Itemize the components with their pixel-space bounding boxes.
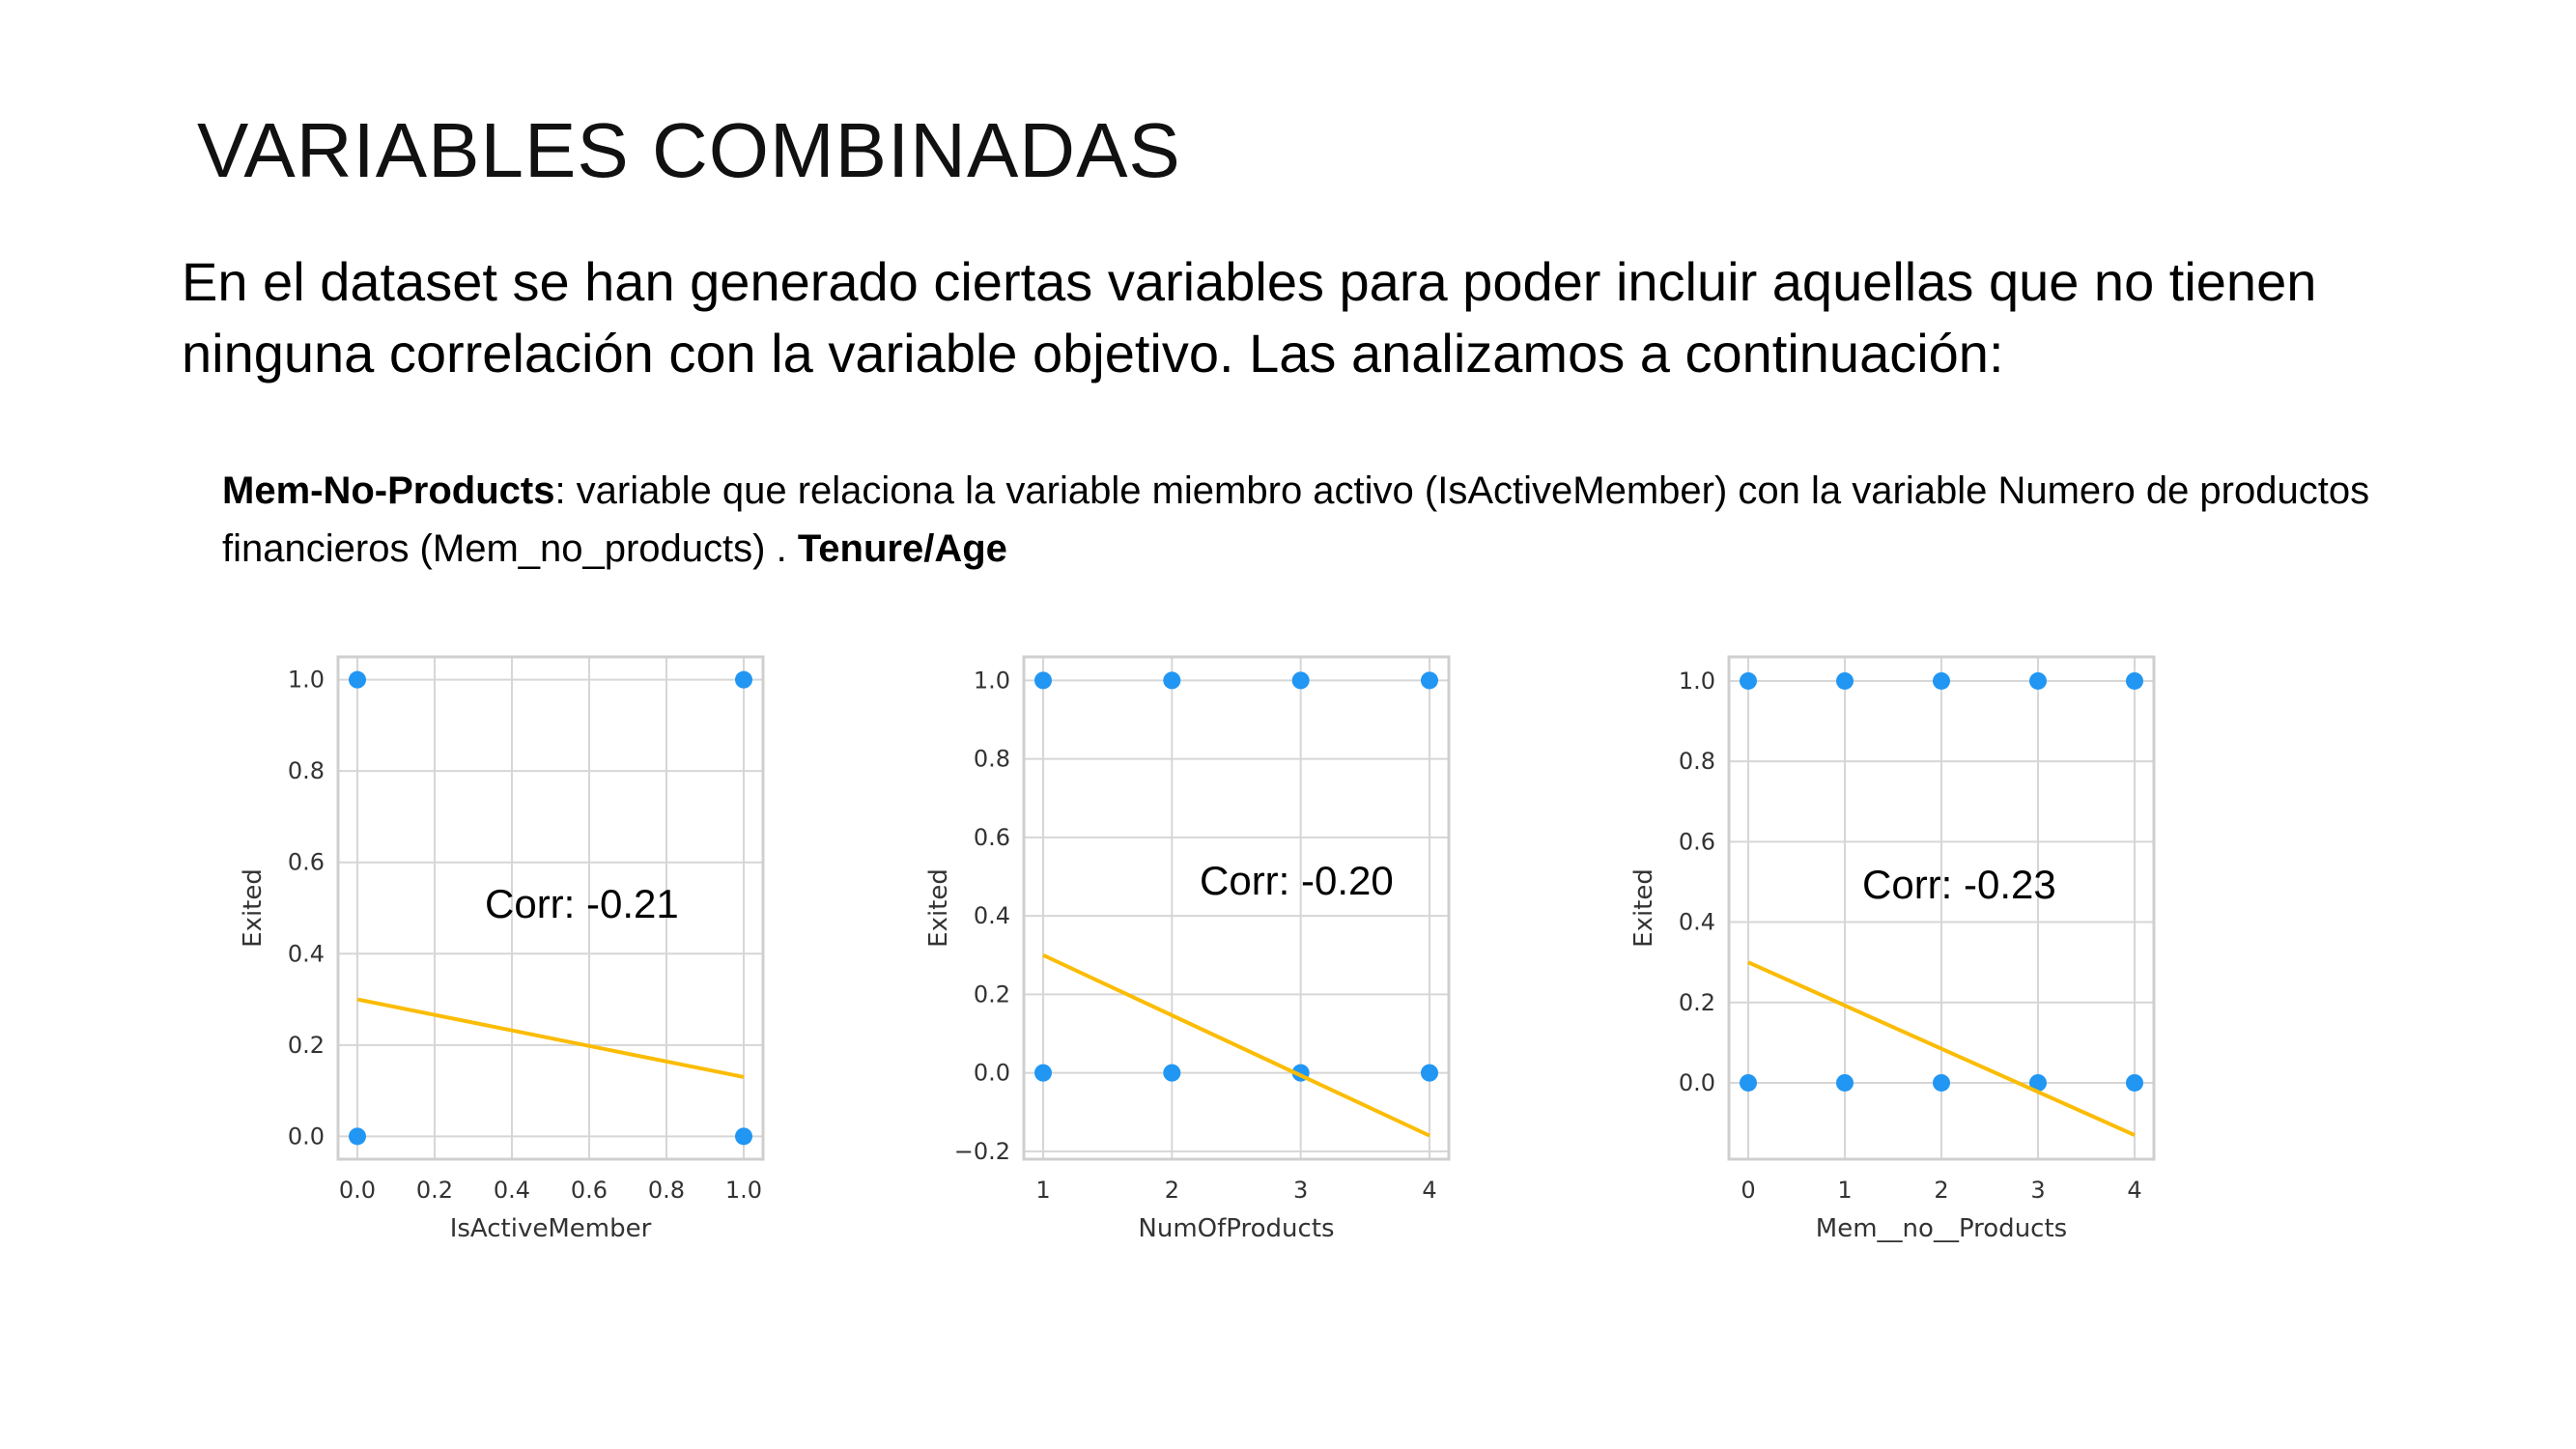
desc-text: : variable que relaciona la variable mie… bbox=[222, 469, 2370, 570]
data-point bbox=[349, 670, 366, 689]
x-tick-label: 0.0 bbox=[339, 1177, 376, 1204]
plot-background bbox=[338, 657, 763, 1159]
data-point bbox=[735, 670, 752, 689]
y-tick-label: 0.0 bbox=[974, 1060, 1010, 1087]
y-tick-label: 0.0 bbox=[288, 1122, 325, 1150]
description: Mem-No-Products: variable que relaciona … bbox=[222, 462, 2444, 578]
y-axis-label: Exited bbox=[1629, 868, 1658, 948]
desc-term-2: Tenure/Age bbox=[797, 527, 1007, 570]
plot-background bbox=[1024, 657, 1449, 1159]
y-tick-label: 1.0 bbox=[974, 667, 1010, 694]
y-tick-label: 0.0 bbox=[1679, 1069, 1715, 1096]
data-point bbox=[1933, 1073, 1950, 1092]
data-point bbox=[1933, 671, 1950, 690]
x-tick-label: 0.4 bbox=[494, 1177, 530, 1204]
y-tick-label: 1.0 bbox=[288, 667, 325, 694]
chart-numofproducts: 1 2 3 4 −0.2 0.0 0.2 0.4 0.6 0.8 1.0 NumOfProducts E… bbox=[918, 638, 1478, 1265]
x-tick-label: 1.0 bbox=[725, 1177, 762, 1204]
x-axis-label: IsActiveMember bbox=[450, 1214, 652, 1243]
x-tick-label: 3 bbox=[1293, 1177, 1308, 1204]
data-point bbox=[1740, 1073, 1757, 1092]
plot-frame bbox=[1727, 655, 2156, 1161]
chart-mem-no-products: 0 1 2 3 4 0.0 0.2 0.4 0.6 0.8 1.0 Mem__no__Products… bbox=[1623, 638, 2183, 1265]
y-tick-label: 0.8 bbox=[974, 746, 1010, 773]
y-tick-label: 0.2 bbox=[974, 980, 1010, 1008]
fit-line bbox=[1042, 952, 1430, 1138]
y-tick-label: 0.8 bbox=[1679, 748, 1715, 775]
data-point bbox=[1163, 1064, 1181, 1082]
y-axis-label: Exited bbox=[239, 868, 268, 948]
chart-isactivemember: 0.0 0.2 0.4 0.6 0.8 1.0 0.0 0.2 0.4 0.6 0.8 1.0 IsAc… bbox=[232, 638, 792, 1265]
y-tick-label: 0.2 bbox=[288, 1032, 325, 1059]
x-tick-label: 1 bbox=[1837, 1177, 1852, 1204]
x-tick-label: 4 bbox=[1422, 1177, 1436, 1204]
fit-line bbox=[1747, 960, 2136, 1137]
data-point bbox=[2126, 1073, 2143, 1092]
intro-text: En el dataset se han generado ciertas va… bbox=[182, 251, 2317, 384]
y-tick-label: 1.0 bbox=[1679, 668, 1715, 695]
y-tick-label: 0.4 bbox=[974, 902, 1010, 929]
data-point bbox=[349, 1127, 366, 1146]
x-tick-label: 1 bbox=[1035, 1177, 1050, 1204]
corr-annotation-3: Corr: -0.23 bbox=[1862, 862, 2056, 907]
data-point bbox=[735, 1127, 752, 1146]
y-tick-label: 0.2 bbox=[1679, 989, 1715, 1016]
data-point bbox=[2029, 1073, 2047, 1092]
plot-frame bbox=[336, 655, 765, 1161]
data-point bbox=[2029, 671, 2047, 690]
plot-frame bbox=[1022, 655, 1451, 1161]
x-tick-label: 2 bbox=[1165, 1177, 1179, 1204]
x-tick-label: 4 bbox=[2127, 1177, 2141, 1204]
x-tick-label: 3 bbox=[2030, 1177, 2045, 1204]
corr-annotation-1: Corr: -0.21 bbox=[485, 881, 679, 926]
scatter-plot-1: 0.0 0.2 0.4 0.6 0.8 1.0 0.0 0.2 0.4 0.6 0.8 1.0 IsAc… bbox=[239, 655, 765, 1243]
x-axis-label: NumOfProducts bbox=[1138, 1214, 1334, 1243]
data-point bbox=[1836, 1073, 1854, 1092]
data-point bbox=[1836, 671, 1854, 690]
data-point bbox=[1291, 671, 1310, 690]
desc-term: Mem-No-Products bbox=[222, 469, 555, 512]
corr-annotation-2: Corr: -0.20 bbox=[1200, 858, 1394, 903]
x-tick-label: 0.6 bbox=[571, 1177, 608, 1204]
data-point bbox=[1163, 671, 1181, 690]
y-axis-label: Exited bbox=[924, 868, 953, 948]
data-point bbox=[2126, 671, 2143, 690]
scatter-plot-3: 0 1 2 3 4 0.0 0.2 0.4 0.6 0.8 1.0 Mem__no__Products… bbox=[1629, 655, 2156, 1243]
y-tick-label: 0.4 bbox=[1679, 909, 1715, 936]
y-tick-label: −0.2 bbox=[954, 1138, 1010, 1165]
scatter-plot-2: 1 2 3 4 −0.2 0.0 0.2 0.4 0.6 0.8 1.0 NumOfProducts E… bbox=[924, 655, 1451, 1243]
data-point bbox=[1421, 671, 1438, 690]
x-axis-label: Mem__no__Products bbox=[1816, 1214, 2067, 1243]
y-tick-label: 0.6 bbox=[1679, 828, 1715, 855]
y-tick-label: 0.6 bbox=[288, 849, 325, 876]
y-tick-label: 0.8 bbox=[288, 757, 325, 784]
x-tick-label: 0.2 bbox=[416, 1177, 453, 1204]
y-tick-label: 0.4 bbox=[288, 940, 325, 967]
data-point bbox=[1740, 671, 1757, 690]
data-point bbox=[1034, 671, 1052, 690]
fit-line bbox=[356, 997, 745, 1079]
x-tick-label: 2 bbox=[1934, 1177, 1948, 1204]
slide-title: VARIABLES COMBINADAS bbox=[197, 107, 1181, 193]
x-tick-label: 0 bbox=[1741, 1177, 1755, 1204]
x-tick-label: 0.8 bbox=[648, 1177, 685, 1204]
data-point bbox=[1421, 1064, 1438, 1082]
data-point bbox=[1034, 1064, 1052, 1082]
y-tick-label: 0.6 bbox=[974, 824, 1010, 851]
